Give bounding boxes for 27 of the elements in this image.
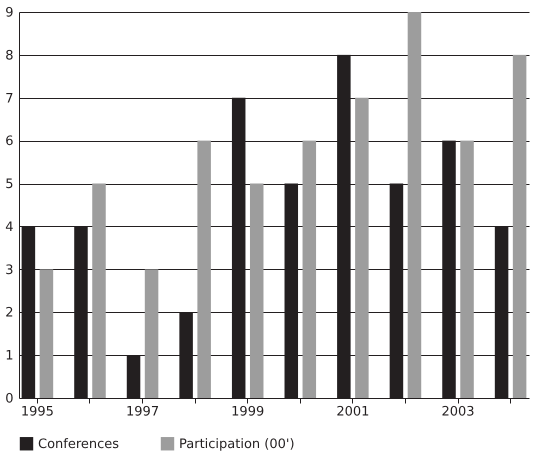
y-tick-label: 5 (5, 177, 14, 192)
y-tick-label: 7 (5, 91, 14, 106)
bar (250, 184, 264, 398)
bar (40, 269, 54, 398)
y-tick-label: 1 (5, 348, 14, 364)
bar (197, 140, 211, 398)
bar (512, 54, 526, 398)
y-tick-label: 3 (5, 262, 14, 278)
bar (460, 140, 474, 398)
x-tick-label: 1997 (126, 404, 160, 420)
x-tick-label: 1999 (231, 404, 264, 420)
y-tick-label: 9 (5, 6, 14, 20)
legend-label: Participation (00') (179, 436, 295, 452)
y-tick-label: 6 (5, 134, 14, 150)
bar (92, 184, 106, 398)
bar (355, 98, 369, 398)
y-tick-label: 0 (5, 392, 14, 406)
bar (302, 140, 316, 398)
y-tick-label: 4 (5, 220, 14, 235)
x-tick-label: 2001 (336, 404, 370, 420)
y-tick-label: 8 (5, 48, 14, 64)
x-tick-label: 1995 (20, 404, 54, 420)
legend-label: Conferences (38, 436, 120, 452)
bar (408, 12, 422, 398)
bar (144, 269, 158, 398)
y-tick-label: 2 (5, 306, 14, 321)
x-tick-label: 2003 (441, 404, 475, 420)
